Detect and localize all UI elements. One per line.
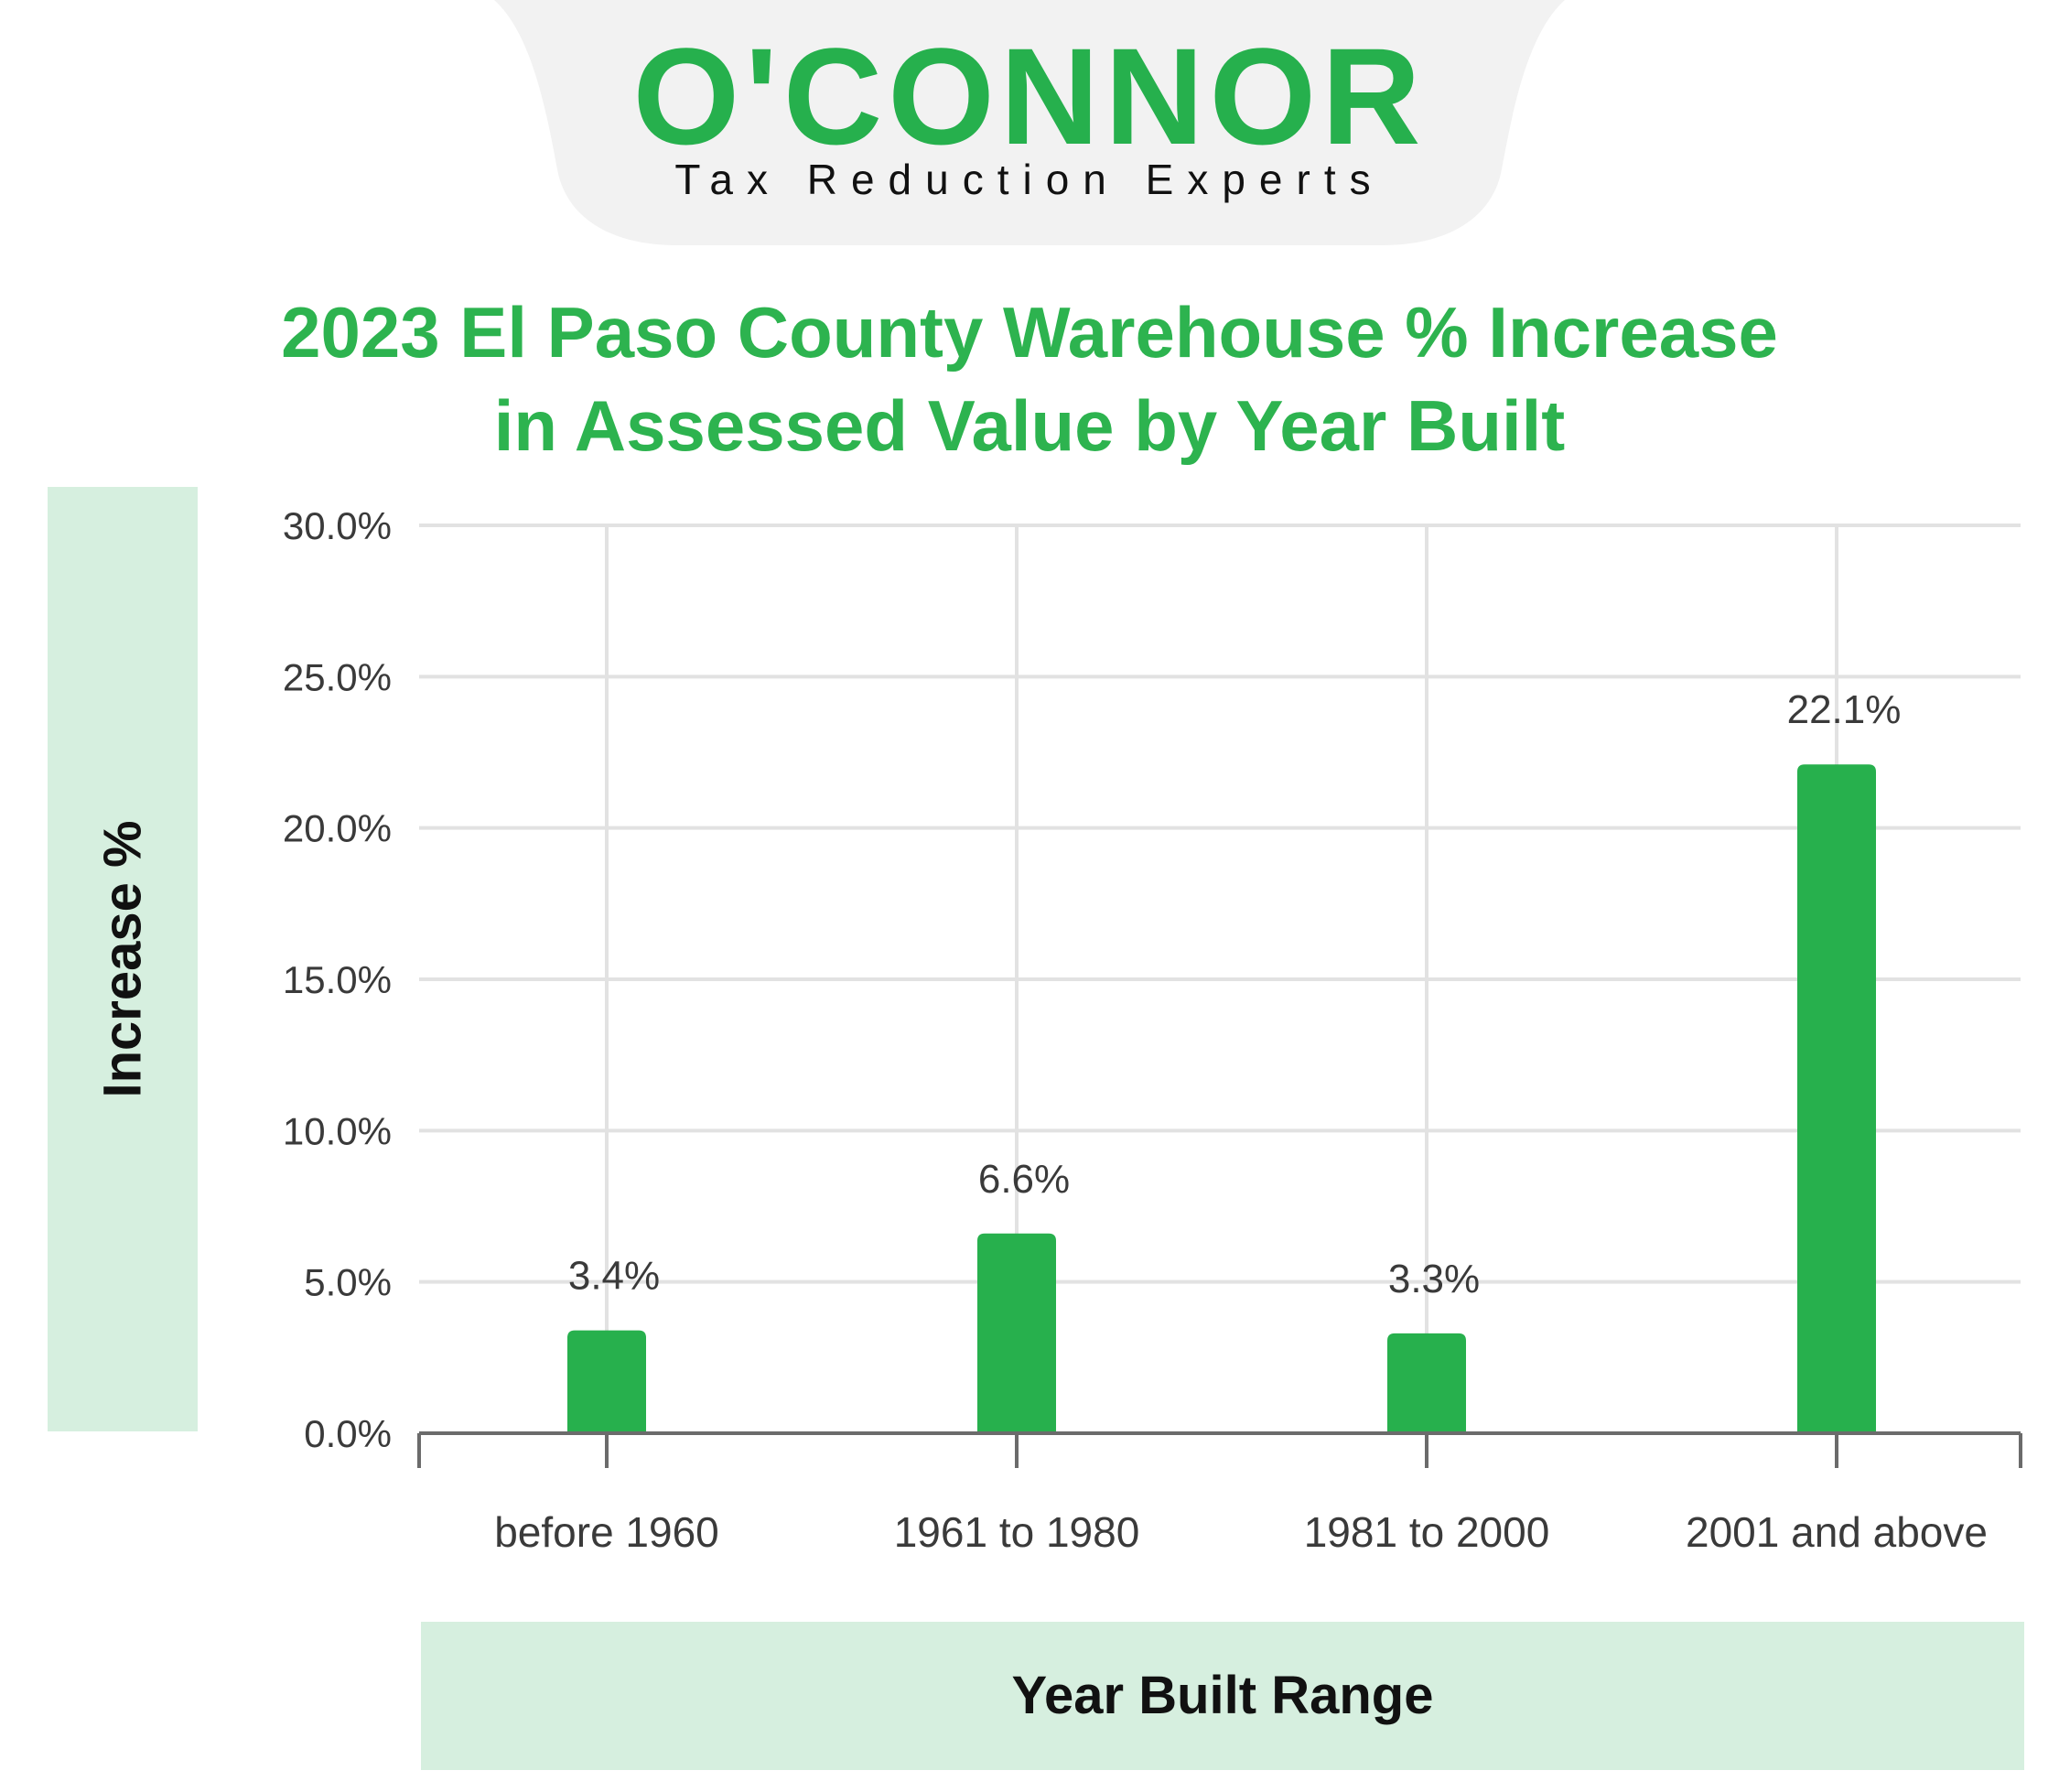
bar	[977, 1233, 1056, 1433]
y-tick-label: 10.0%	[283, 1109, 392, 1152]
y-tick-label: 5.0%	[304, 1261, 392, 1304]
logo-header: O'CONNOR Tax Reduction Experts	[458, 0, 1601, 245]
logo-tab-shape	[494, 0, 1565, 245]
y-tick-label: 20.0%	[283, 807, 392, 850]
x-tick-label: before 1960	[494, 1508, 719, 1556]
bar	[1387, 1333, 1466, 1433]
chart-title-line-1: 2023 El Paso County Warehouse % Increase	[281, 292, 1778, 372]
x-axis-label-band	[421, 1622, 2024, 1770]
x-tick-label: 2001 and above	[1686, 1508, 1988, 1556]
x-tick-label: 1981 to 2000	[1304, 1508, 1550, 1556]
y-tick-label: 15.0%	[283, 958, 392, 1001]
y-axis-label-band	[48, 487, 198, 1431]
x-axis-label: Year Built Range	[1011, 1666, 1434, 1725]
y-tick-label: 25.0%	[283, 655, 392, 698]
y-tick-label: 0.0%	[304, 1412, 392, 1455]
data-label: 22.1%	[1787, 687, 1902, 732]
brand-logo: O'CONNOR	[632, 19, 1427, 173]
brand-tagline: Tax Reduction Experts	[674, 156, 1385, 203]
chart-title-line-2: in Assessed Value by Year Built	[493, 385, 1566, 466]
data-label: 3.4%	[568, 1254, 660, 1299]
bar	[1797, 764, 1876, 1433]
data-label: 3.3%	[1388, 1257, 1480, 1301]
chart-title: 2023 El Paso County Warehouse % Increase…	[0, 286, 2059, 472]
data-label: 6.6%	[978, 1157, 1070, 1202]
y-tick-label: 30.0%	[283, 504, 392, 547]
bar	[567, 1330, 646, 1433]
x-tick-label: 1961 to 1980	[894, 1508, 1140, 1556]
